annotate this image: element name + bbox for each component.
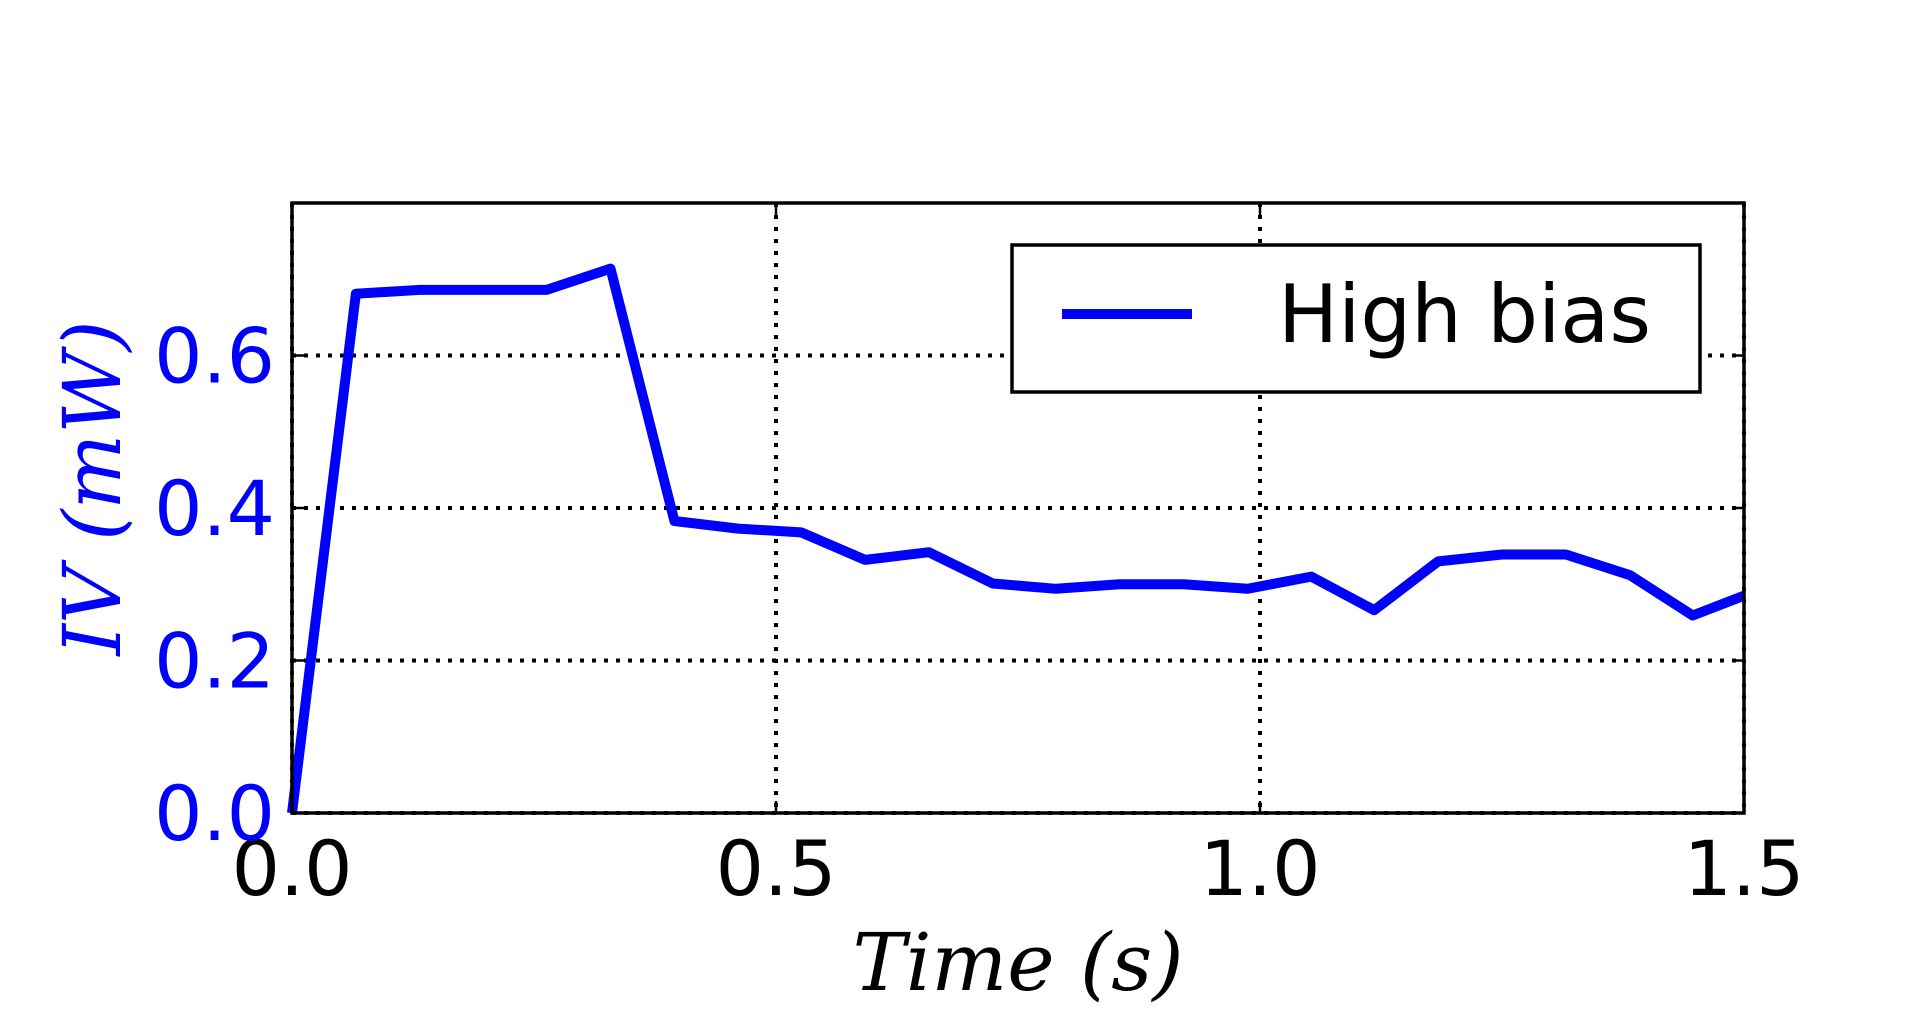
y-tick-label: 0.6 xyxy=(154,312,275,401)
series-line-high-bias xyxy=(287,263,1746,814)
y-axis-title: IV (mW) xyxy=(46,320,139,657)
y-tick-label: 0.0 xyxy=(154,769,275,858)
series-layer xyxy=(287,263,1746,814)
tick-labels: 0.0 0.5 1.0 1.5 0.0 0.2 0.4 0.6 xyxy=(154,312,1804,914)
y-tick-label: 0.2 xyxy=(154,617,275,706)
legend: High bias xyxy=(1010,243,1702,394)
x-tick-label: 1.5 xyxy=(1684,824,1805,913)
y-tick-label: 0.4 xyxy=(154,464,275,553)
x-tick-label: 1.0 xyxy=(1200,824,1321,913)
tick-marks xyxy=(290,203,1746,815)
x-tick-label: 0.0 xyxy=(232,824,353,913)
legend-label-high-bias: High bias xyxy=(1278,268,1651,361)
x-tick-label: 0.5 xyxy=(716,824,837,913)
x-axis-title: Time (s) xyxy=(852,916,1183,1009)
